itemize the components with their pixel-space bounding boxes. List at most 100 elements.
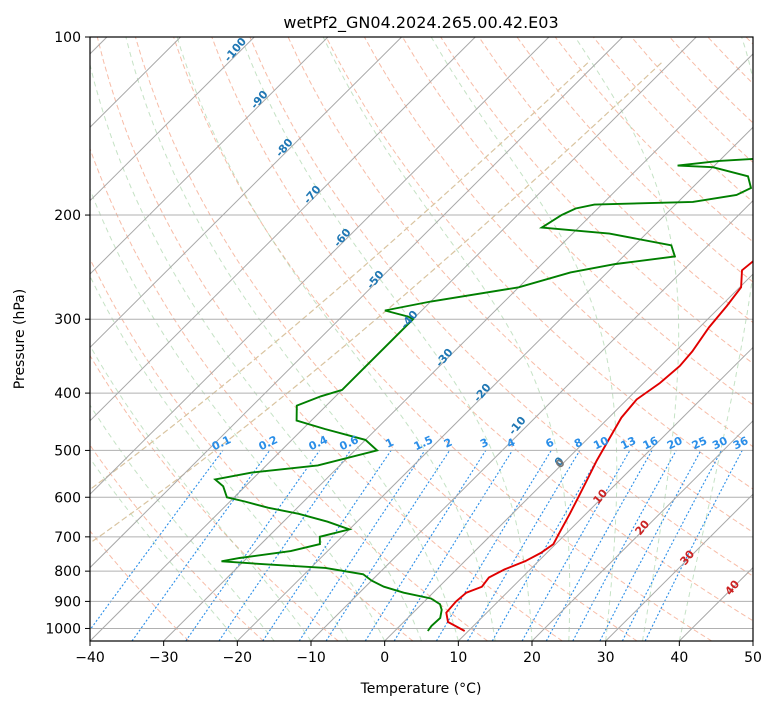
mixing-ratio-line [545, 450, 653, 641]
x-axis-ticks: −40 −30 −20 −10 0 10 20 30 40 50 [75, 641, 762, 666]
dry-adiabat [325, 37, 753, 490]
dry-adiabat [249, 37, 753, 577]
dry-adiabat [478, 37, 753, 324]
isotherm-line [310, 199, 753, 641]
x-tick-label: 40 [670, 650, 688, 666]
isotherm-line [90, 37, 476, 422]
mixing-ratio-label: 20 [665, 434, 685, 452]
isotherm-line [90, 37, 623, 569]
dry-adiabat [90, 530, 190, 641]
dry-adiabat [173, 37, 712, 641]
mixing-ratio-line [325, 450, 451, 641]
isotherm-line [605, 493, 753, 641]
x-tick-label: 10 [449, 650, 467, 666]
mixing-ratio-line [621, 450, 722, 641]
moist-adiabat [678, 37, 753, 641]
mixing-ratio-label: 2 [442, 436, 454, 451]
mixing-ratio-label: 25 [690, 434, 709, 452]
dry-adiabat [134, 37, 638, 641]
mixing-ratio-label: 3 [478, 436, 490, 451]
mixing-ratio-label: 16 [641, 434, 661, 452]
dry-adiabat [90, 444, 264, 641]
mixing-ratio-line [185, 450, 321, 641]
dry-adiabat [90, 257, 414, 641]
temperature-profile [445, 260, 753, 632]
dry-adiabat [745, 37, 753, 45]
x-tick-label: −10 [296, 650, 326, 666]
mixing-ratio-line [298, 450, 426, 641]
mixing-ratio-line [435, 450, 552, 641]
moist-adiabat [322, 37, 571, 641]
moist-adiabat [240, 37, 533, 641]
dry-adiabat [707, 37, 753, 85]
blue-line-label: -60 [331, 226, 354, 250]
isotherm-line [90, 37, 402, 349]
isotherm-line [90, 37, 329, 275]
x-tick-label: −20 [223, 650, 253, 666]
moist-adiabat [430, 37, 618, 641]
y-tick-label: 800 [54, 564, 81, 580]
x-tick-label: −40 [75, 650, 105, 666]
x-tick-label: 30 [597, 650, 615, 666]
mixing-ratio-line [521, 450, 631, 641]
y-axis-ticks: 100 200 300 400 500 600 700 800 900 1000 [45, 30, 90, 637]
dry-adiabat [96, 37, 563, 641]
blue-line-label: -50 [364, 268, 387, 292]
moist-adiabat [90, 404, 275, 641]
mixing-ratio-line [262, 450, 392, 641]
blue-line-label: -20 [471, 381, 494, 405]
moist-adiabat [90, 188, 386, 641]
isotherm-line [163, 53, 753, 641]
mixing-ratio-line [572, 450, 677, 641]
y-tick-label: 200 [54, 208, 81, 224]
isotherm-line [236, 126, 753, 641]
mixing-ratio-label: 30 [710, 434, 730, 452]
moist-adiabat [125, 37, 459, 641]
isotherm-line [384, 273, 753, 641]
profile-series [213, 157, 753, 632]
y-axis-label: Pressure (hPa) [12, 289, 28, 389]
x-tick-label: −30 [149, 650, 179, 666]
grid-lines [90, 37, 753, 641]
moist-adiabat [90, 344, 312, 641]
mixing-ratio-line [90, 450, 224, 631]
mixing-ratio-line [644, 450, 743, 641]
dry-adiabat [211, 37, 753, 622]
blue-line-label: -80 [273, 136, 296, 160]
y-tick-label: 400 [54, 386, 81, 402]
chart-title: wetPf2_GN04.2024.265.00.42.E03 [283, 13, 558, 33]
isotherm-line [90, 37, 255, 202]
y-tick-label: 900 [54, 594, 81, 610]
mixing-ratio-label: 36 [731, 434, 751, 452]
moist-adiabat [90, 62, 422, 641]
plot-frame [89, 36, 754, 642]
red-line-label: 30 [677, 547, 697, 567]
dry-adiabat [363, 37, 753, 448]
dry-adiabat [516, 37, 753, 283]
mixing-ratio-label: 6 [544, 436, 557, 451]
moist-adiabat [90, 275, 349, 641]
y-tick-label: 1000 [45, 621, 81, 637]
isotherm-line [457, 346, 753, 641]
y-tick-label: 700 [54, 530, 81, 546]
x-tick-label: 50 [744, 650, 762, 666]
dry-adiabat [90, 354, 339, 641]
blue-line-label: -90 [248, 88, 271, 112]
y-tick-label: 500 [54, 443, 81, 459]
moist-adiabat [176, 37, 496, 641]
auxiliary-curve [90, 61, 664, 544]
background-lines [90, 37, 753, 641]
x-tick-label: 20 [523, 650, 541, 666]
isotherm-line [531, 420, 753, 641]
y-tick-label: 100 [54, 30, 81, 46]
x-tick-label: 0 [380, 650, 389, 666]
mixing-ratio-label: 10 [591, 434, 611, 452]
dry-adiabat [90, 147, 488, 641]
mixing-ratio-line [218, 450, 351, 641]
isotherm-line [752, 640, 753, 641]
mixing-ratio-line [393, 450, 513, 641]
auxiliary-curve [90, 61, 590, 491]
blue-line-label: -100 [221, 35, 249, 65]
blue-line-label: -10 [506, 414, 529, 438]
